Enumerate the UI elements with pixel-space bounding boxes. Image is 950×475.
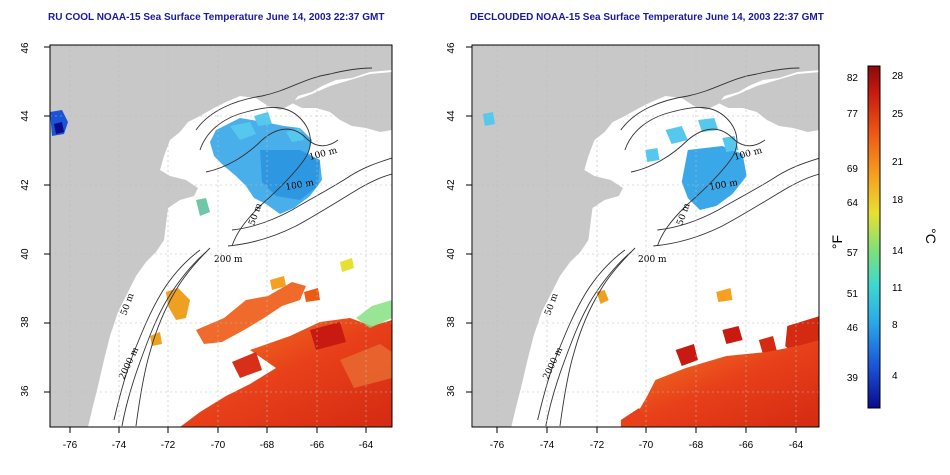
lat-tick-42: 42 [20,179,31,191]
lon-tick-68: -68 [260,440,275,451]
warm-water-patches [150,258,392,427]
c-tick-28: 28 [892,71,904,82]
contour-label-right-200m: 200 m [638,255,667,265]
contour-label-200m: 200 m [214,255,243,265]
right-lat-axis: 36 38 40 42 44 46 [446,42,472,397]
lat-tick-42-right: 42 [446,179,457,191]
lon-tick-64-right: -64 [789,440,804,451]
lat-tick-46: 46 [20,42,31,54]
c-tick-8: 8 [892,320,898,331]
right-map-panel: 100 m 100 m 50 m 200 m 50 m 2000 m 36 38… [446,42,820,451]
f-tick-69: 69 [847,164,859,175]
lat-tick-40-right: 40 [446,248,457,260]
c-tick-25: 25 [892,109,904,120]
lat-tick-44: 44 [20,110,31,122]
temperature-colorbar: 82 77 69 64 57 51 46 39 28 25 21 18 14 1… [829,65,939,409]
c-tick-14: 14 [892,246,904,257]
right-gridlines [472,45,819,427]
lon-tick-74: -74 [112,440,127,451]
left-map-title: RU COOL NOAA-15 Sea Surface Temperature … [48,12,385,23]
lat-tick-46-right: 46 [446,42,457,54]
left-lat-axis: 36 38 40 42 44 46 [20,42,50,397]
left-lon-axis: -76 -74 -72 -70 -68 -66 -64 [63,427,374,451]
left-map-frame [49,44,393,428]
c-tick-4: 4 [892,371,898,382]
left-map-panel: 100 m 100 m 50 m 200 m 50 m 2000 m 36 38 [20,42,393,451]
f-tick-64: 64 [847,198,859,209]
right-lon-axis: -76 -74 -72 -70 -68 -66 -64 [490,427,804,451]
right-map-title: DECLOUDED NOAA-15 Sea Surface Temperatur… [470,12,824,23]
lon-tick-66: -66 [310,440,325,451]
lon-tick-74-right: -74 [540,440,555,451]
fahrenheit-label: °F [829,235,845,249]
lat-tick-38-right: 38 [446,316,457,328]
lon-tick-72: -72 [161,440,176,451]
f-tick-57: 57 [847,248,859,259]
f-tick-46: 46 [847,323,859,334]
lon-tick-64: -64 [359,440,374,451]
lon-tick-66-right: -66 [739,440,754,451]
c-tick-21: 21 [892,157,904,168]
lon-tick-70-right: -70 [639,440,654,451]
colorbar-gradient [867,65,881,409]
lat-tick-36-right: 36 [446,385,457,397]
lon-tick-68-right: -68 [689,440,704,451]
cold-water-patches [50,110,322,216]
c-tick-11: 11 [892,283,903,294]
left-gridlines [50,45,392,427]
c-tick-18: 18 [892,195,904,206]
fahrenheit-ticks: 82 77 69 64 57 51 46 39 [847,73,859,384]
celsius-label: °C [923,228,939,244]
lon-tick-76: -76 [63,440,78,451]
lat-tick-38: 38 [20,316,31,328]
cold-water-patches-right [482,112,747,210]
f-tick-82: 82 [847,73,859,84]
lat-tick-36: 36 [20,385,31,397]
lat-tick-44-right: 44 [446,110,457,122]
contour-label-100m-b: 100 m [285,178,315,193]
warm-water-patches-right [596,288,819,427]
contour-label-right-100m-b: 100 m [709,178,739,193]
lon-tick-72-right: -72 [590,440,605,451]
lon-tick-70: -70 [211,440,226,451]
lon-tick-76-right: -76 [490,440,505,451]
celsius-ticks: 28 25 21 18 14 11 8 4 [892,71,904,382]
f-tick-77: 77 [847,109,859,120]
f-tick-39: 39 [847,373,859,384]
lat-tick-40: 40 [20,248,31,260]
f-tick-51: 51 [847,289,859,300]
